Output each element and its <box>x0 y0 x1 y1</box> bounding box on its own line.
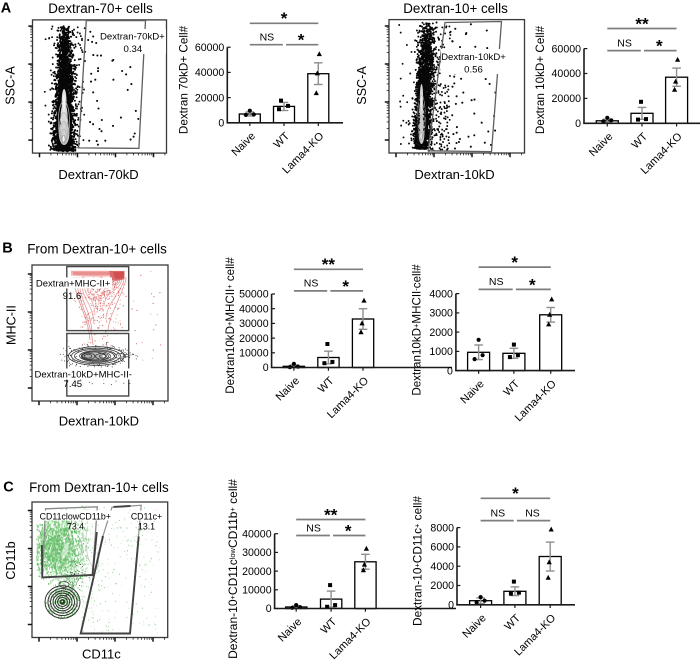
svg-text:NS: NS <box>491 507 506 519</box>
svg-text:C: C <box>3 480 14 496</box>
svg-text:Dextran-70+ cells: Dextran-70+ cells <box>48 1 153 16</box>
svg-text:NS: NS <box>525 507 540 519</box>
svg-text:NS: NS <box>306 522 321 534</box>
svg-text:CD11clowCD11b+: CD11clowCD11b+ <box>40 511 111 521</box>
svg-text:0.34: 0.34 <box>124 44 143 55</box>
svg-text:Dextran-10+CD11c+ cell#: Dextran-10+CD11c+ cell# <box>411 496 425 626</box>
svg-text:40000: 40000 <box>239 303 269 315</box>
svg-text:NS: NS <box>304 278 319 290</box>
svg-text:40000: 40000 <box>242 528 272 540</box>
svg-text:30000: 30000 <box>239 318 269 330</box>
svg-text:Dextran10kD+MHCII+ cell#: Dextran10kD+MHCII+ cell# <box>224 257 237 394</box>
svg-text:MHC-II: MHC-II <box>5 305 19 345</box>
svg-text:A: A <box>1 0 12 16</box>
svg-text:40000: 40000 <box>552 68 582 80</box>
svg-text:30000: 30000 <box>242 547 272 559</box>
svg-text:50000: 50000 <box>239 289 269 301</box>
svg-text:8000: 8000 <box>430 522 454 534</box>
svg-text:CD11b: CD11b <box>4 541 18 579</box>
svg-text:6000: 6000 <box>430 542 454 554</box>
svg-text:Dextran10kD+MHCII-cell#: Dextran10kD+MHCII-cell# <box>410 264 423 396</box>
svg-text:Dextran-10kD: Dextran-10kD <box>59 414 139 429</box>
svg-text:20000: 20000 <box>552 93 582 105</box>
svg-text:B: B <box>2 241 12 257</box>
svg-text:91.6: 91.6 <box>63 291 82 302</box>
svg-text:*: * <box>512 484 519 503</box>
svg-text:10000: 10000 <box>242 585 272 597</box>
svg-text:60000: 60000 <box>195 42 225 54</box>
svg-text:Dextran-10+CD11clowCD11b+ cell: Dextran-10+CD11clowCD11b+ cell# <box>226 479 240 659</box>
svg-text:13.1: 13.1 <box>138 522 155 532</box>
svg-text:60000: 60000 <box>552 43 582 55</box>
svg-text:20000: 20000 <box>242 566 272 578</box>
svg-text:CD11c: CD11c <box>82 647 121 662</box>
svg-text:**: ** <box>635 14 649 33</box>
svg-text:Dextran 70kD+ Cell#: Dextran 70kD+ Cell# <box>177 25 190 134</box>
svg-text:4000: 4000 <box>429 288 453 300</box>
svg-text:0: 0 <box>266 603 272 615</box>
svg-text:**: ** <box>322 255 336 274</box>
svg-text:*: * <box>656 37 663 56</box>
svg-text:7.45: 7.45 <box>64 379 83 390</box>
svg-text:0: 0 <box>447 365 453 377</box>
svg-text:Dextran-10kD+MHC-II-: Dextran-10kD+MHC-II- <box>34 369 131 380</box>
svg-text:Dextran-10+ cells: Dextran-10+ cells <box>403 1 508 16</box>
svg-text:Dextran-70kD+: Dextran-70kD+ <box>100 32 165 43</box>
svg-text:SSC-A: SSC-A <box>4 66 18 105</box>
svg-text:0: 0 <box>575 118 581 130</box>
svg-text:SSC-A: SSC-A <box>355 66 369 105</box>
svg-text:From Dextran-10+ cells: From Dextran-10+ cells <box>27 242 167 257</box>
svg-text:10000: 10000 <box>239 348 269 360</box>
svg-text:*: * <box>345 521 352 540</box>
svg-text:Dextran 10kD+ Cell#: Dextran 10kD+ Cell# <box>534 25 547 134</box>
svg-text:NS: NS <box>260 32 275 44</box>
svg-text:*: * <box>298 31 305 50</box>
svg-text:0: 0 <box>263 362 269 374</box>
svg-text:*: * <box>342 277 349 296</box>
svg-text:*: * <box>529 275 536 294</box>
svg-text:0.56: 0.56 <box>464 65 483 76</box>
svg-text:2000: 2000 <box>429 327 453 339</box>
svg-text:NS: NS <box>489 276 504 288</box>
svg-text:*: * <box>511 253 518 272</box>
svg-text:**: ** <box>324 505 338 524</box>
svg-text:*: * <box>281 9 288 28</box>
svg-text:20000: 20000 <box>239 333 269 345</box>
svg-text:CD11c+: CD11c+ <box>131 511 162 521</box>
svg-text:40000: 40000 <box>195 67 225 79</box>
svg-text:Dextran-10kD+: Dextran-10kD+ <box>441 52 506 63</box>
svg-text:20000: 20000 <box>195 92 225 104</box>
svg-text:1000: 1000 <box>429 346 453 358</box>
svg-text:Dextran-10kD: Dextran-10kD <box>414 167 494 182</box>
svg-text:From Dextran-10+ cells: From Dextran-10+ cells <box>29 480 169 495</box>
svg-text:Dextran-70kD: Dextran-70kD <box>58 167 138 182</box>
svg-text:0: 0 <box>218 118 224 130</box>
svg-text:4000: 4000 <box>430 561 454 573</box>
svg-text:73.4: 73.4 <box>67 522 84 532</box>
svg-text:0: 0 <box>448 600 454 612</box>
svg-text:2000: 2000 <box>430 580 454 592</box>
svg-text:NS: NS <box>617 37 632 49</box>
svg-text:3000: 3000 <box>429 308 453 320</box>
svg-text:Dextran+MHC-II+: Dextran+MHC-II+ <box>36 278 111 289</box>
